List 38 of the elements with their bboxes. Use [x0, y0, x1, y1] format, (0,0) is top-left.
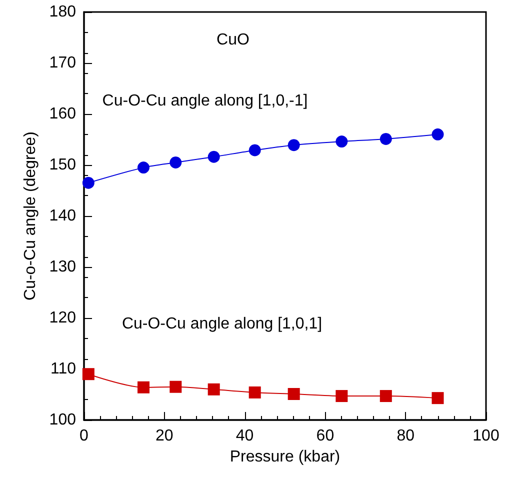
point — [288, 139, 300, 152]
y-tick-label: 110 — [50, 360, 76, 378]
point — [82, 368, 94, 380]
y-tick-label: 170 — [49, 54, 76, 72]
point — [170, 380, 182, 393]
point — [170, 156, 182, 168]
x-tick-label: 40 — [236, 428, 254, 444]
point — [248, 144, 261, 156]
y-tick-label: 160 — [49, 106, 76, 122]
point — [432, 392, 444, 404]
point — [248, 386, 261, 398]
y-axis-title: Cu-o-Cu angle (degree) — [22, 132, 39, 300]
x-tick-label: 0 — [80, 428, 89, 444]
point — [82, 176, 94, 189]
point — [336, 136, 348, 148]
annotation: Cu-O-Cu angle along [1,0,1] — [122, 316, 322, 332]
point — [137, 381, 150, 394]
point — [336, 390, 348, 402]
y-tick-label: 180 — [49, 4, 76, 20]
y-tick-label: 150 — [49, 156, 76, 174]
x-axis-title: Pressure (kbar) — [230, 448, 340, 466]
point — [208, 383, 220, 396]
annotation: Cu-O-Cu angle along [1,0,-1] — [102, 92, 308, 110]
point — [138, 162, 150, 174]
y-tick-label: 140 — [49, 208, 76, 224]
point — [380, 132, 392, 145]
x-tick-label: 100 — [472, 428, 500, 444]
point — [288, 388, 300, 400]
point — [380, 390, 392, 402]
annotation: CuO — [216, 32, 250, 48]
y-tick-label: 100 — [49, 412, 76, 428]
x-tick-label: 60 — [316, 428, 334, 444]
y-tick-label: 130 — [49, 258, 76, 276]
y-tick-label: 120 — [49, 310, 76, 326]
x-tick-label: 80 — [396, 428, 415, 444]
point — [432, 128, 444, 140]
x-tick-label: 20 — [156, 428, 174, 444]
point — [208, 150, 220, 163]
